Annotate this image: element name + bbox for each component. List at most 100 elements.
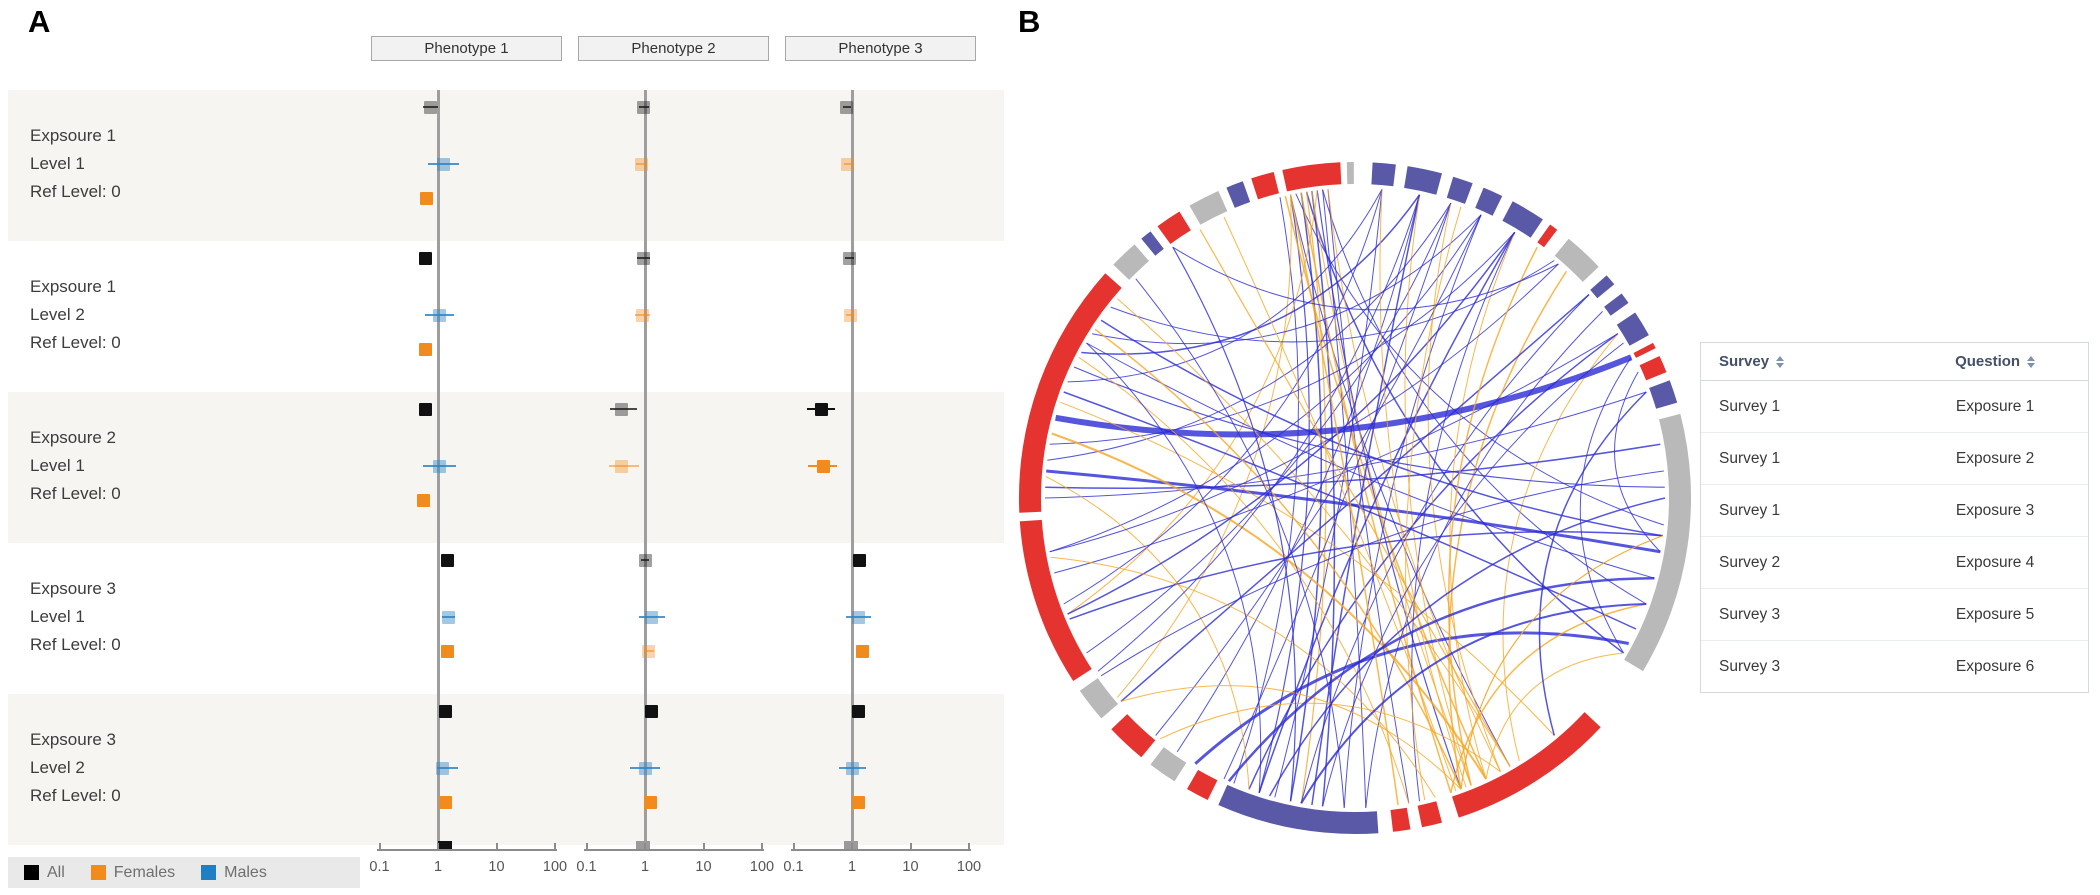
chord-link	[1049, 231, 1516, 445]
chord-link	[1447, 246, 1538, 786]
chord-link	[1176, 194, 1420, 753]
chord-link	[1327, 189, 1410, 804]
panel-a-label: A	[28, 4, 51, 39]
survey-column-header[interactable]: Survey	[1701, 353, 1902, 370]
forest-marker-all	[439, 704, 453, 718]
table-row[interactable]: Survey 1 Exposure 1	[1701, 381, 2088, 433]
forest-marker-males	[845, 761, 859, 775]
table-row[interactable]: Survey 2 Exposure 4	[1701, 537, 2088, 589]
row-label: Ref Level: 0	[30, 182, 121, 201]
females-swatch-icon	[90, 865, 106, 880]
axis-tick	[585, 843, 588, 849]
sort-icon[interactable]	[2027, 355, 2036, 368]
phenotype-2-header: Phenotype 2	[578, 36, 769, 61]
legend-label-all: All	[47, 863, 65, 881]
forest-marker-all	[636, 251, 650, 265]
chord-arc-segment	[1371, 162, 1396, 187]
row-label: Expsoure 3	[30, 579, 116, 598]
axis-tick	[378, 843, 381, 849]
question-cell: Exposure 4	[1955, 553, 2035, 571]
chord-link	[1199, 229, 1511, 767]
chord-link	[1248, 333, 1619, 790]
axis-tick	[495, 843, 498, 849]
forest-row-band	[8, 90, 1004, 241]
forest-marker-males	[852, 610, 866, 624]
chord-arc-segment	[1537, 224, 1558, 248]
row-label: Ref Level: 0	[30, 786, 121, 805]
forest-marker-females	[417, 493, 431, 507]
table-row[interactable]: Survey 3 Exposure 5	[1701, 589, 2088, 641]
chord-arc-segment	[1019, 519, 1092, 681]
ci-line	[846, 616, 871, 618]
survey-cell: Survey 3	[1719, 605, 1781, 623]
axis-tick	[644, 843, 646, 849]
ci-line	[839, 767, 867, 769]
table-row[interactable]: Survey 1 Exposure 3	[1701, 485, 2088, 537]
chord-link	[1365, 311, 1603, 808]
chord-arc-segment	[1141, 231, 1164, 256]
axis-tick-label: 1	[847, 859, 857, 875]
chord-link	[1502, 333, 1619, 762]
chord-link	[1081, 194, 1421, 355]
forest-marker-all	[419, 251, 433, 265]
chord-arc-segment	[1649, 380, 1678, 409]
chord-link	[1485, 652, 1624, 780]
ci-line	[638, 616, 666, 618]
chord-link	[1054, 333, 1619, 574]
axis-tick-label: 10	[695, 859, 712, 875]
ci-line	[638, 106, 650, 108]
chord-arc-segment	[1604, 293, 1629, 316]
question-column-header[interactable]: Question	[1902, 353, 2088, 370]
forest-marker-all	[852, 704, 866, 718]
row-label: Level 1	[30, 154, 85, 173]
phenotype-1-header: Phenotype 1	[371, 36, 562, 61]
chord-link	[1405, 206, 1462, 801]
chord-link	[1223, 216, 1457, 792]
chord-link	[1086, 342, 1262, 793]
chord-link	[1055, 354, 1633, 438]
chord-link	[1051, 432, 1487, 780]
chord-link	[1094, 328, 1462, 790]
axis-tick-label: 0.1	[576, 859, 597, 875]
forest-marker-all	[853, 553, 867, 567]
survey-cell: Survey 3	[1719, 657, 1781, 675]
panel-b-label: B	[1018, 4, 1041, 39]
chord-link	[1579, 357, 1632, 654]
forest-marker-females	[635, 157, 649, 171]
sort-icon[interactable]	[1776, 355, 1785, 368]
table-header-row: Survey Question	[1701, 343, 2088, 381]
chord-arc-segment	[1502, 201, 1543, 238]
chord-arc-segment	[1554, 238, 1599, 282]
chord-arc-segment	[1018, 273, 1122, 513]
chord-link	[1117, 194, 1292, 698]
chord-link	[1311, 190, 1472, 786]
forest-marker-males	[432, 459, 446, 473]
table-row[interactable]: Survey 3 Exposure 6	[1701, 641, 2088, 692]
chord-link	[1268, 497, 1666, 797]
chord-link	[1047, 202, 1452, 461]
row-label: Ref Level: 0	[30, 333, 121, 352]
table-row[interactable]: Survey 1 Exposure 2	[1701, 433, 2088, 485]
chord-link	[1311, 190, 1336, 807]
chord-arc-segment	[1187, 769, 1218, 800]
chord-arc-segment	[1590, 275, 1615, 299]
chord-link	[1155, 214, 1482, 736]
forest-marker-all	[418, 402, 432, 416]
forest-marker-all	[615, 402, 629, 416]
forest-marker-males	[432, 308, 446, 322]
chord-link	[1300, 603, 1647, 804]
forest-row-band	[8, 694, 1004, 845]
ci-line	[845, 314, 855, 316]
ci-line	[844, 257, 855, 259]
axis-tick-label: 10	[902, 859, 919, 875]
chord-arc-segment	[1150, 747, 1187, 782]
chord-arc-segment	[1111, 714, 1156, 758]
forest-marker-all	[423, 100, 437, 114]
chord-arc-segment	[1079, 678, 1118, 719]
forest-marker-females	[841, 157, 855, 171]
forest-marker-partial	[437, 841, 452, 851]
chord-arc-segment	[1616, 312, 1649, 346]
forest-marker-males	[645, 610, 659, 624]
question-cell: Exposure 5	[1955, 605, 2035, 623]
